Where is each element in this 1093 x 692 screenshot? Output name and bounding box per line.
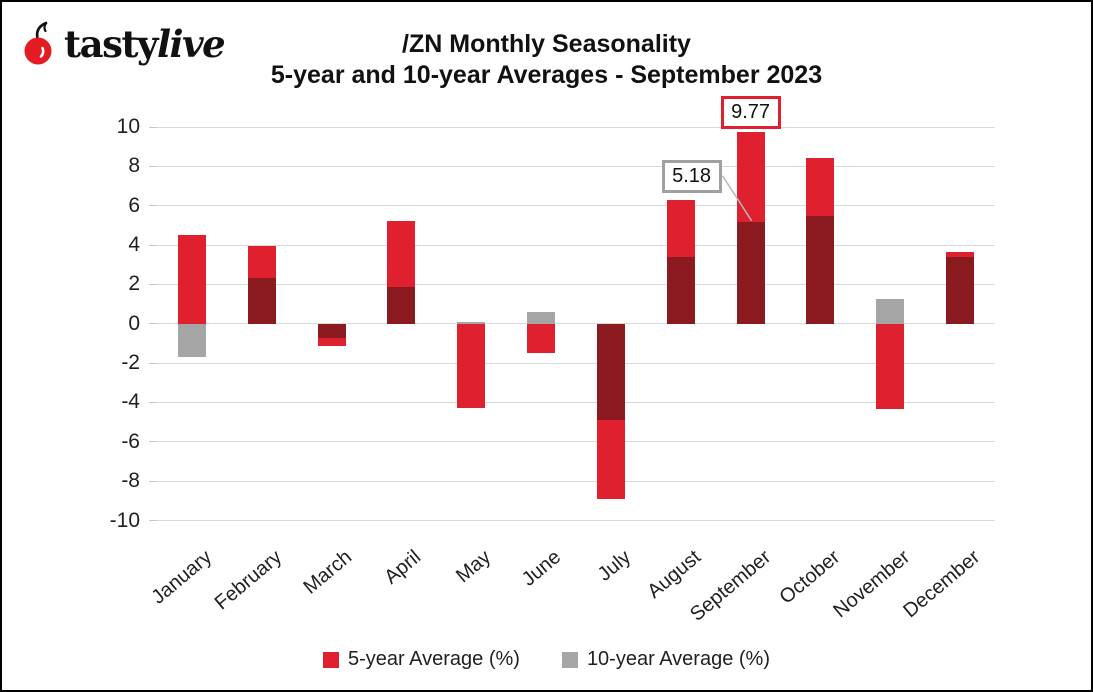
brand-tasty: tasty [64,22,159,66]
data-label-callout-9.77: 9.77 [720,95,781,129]
bar-segment-may-10 [457,321,486,324]
chart-title-line1: /ZN Monthly Seasonality [402,30,691,58]
bar-segment-august-5 [666,199,695,257]
bar-segment-february-5 [247,246,276,278]
gridline [157,165,995,167]
y-axis-tick [149,480,157,482]
bar-segment-may-5 [457,323,486,409]
bar-segment-june-10 [527,311,556,324]
bar-segment-january-10 [177,323,206,358]
y-axis-tick-label: -4 [121,390,140,414]
gridline [157,244,995,246]
chart-title: /ZN Monthly Seasonality 5-year and 10-ye… [2,29,1091,91]
x-axis-label-january: January [147,546,217,609]
bar-segment-december-overlap [946,256,975,324]
x-axis-label-december: December [899,546,985,623]
y-axis-tick-label: -2 [121,351,140,375]
x-axis-label-june: June [517,546,566,591]
y-axis-tick-label: -10 [109,508,140,532]
legend-swatch-5-year [323,651,339,668]
gridline [157,323,995,325]
y-axis-tick-label: 8 [128,154,140,178]
bar-segment-october-5 [806,158,835,216]
x-axis-label-april: April [380,546,426,589]
legend-label-5-year: 5-year Average (%) [348,648,520,670]
y-axis-tick [149,165,157,167]
y-axis-tick [149,205,157,207]
brand-wordmark: tastylive [64,21,226,67]
bar-segment-september-overlap [736,221,765,324]
y-axis-tick-label: 2 [128,272,140,296]
y-axis-tick-label: -8 [121,469,140,493]
y-axis-tick-label: 0 [128,311,140,335]
bar-segment-march-5 [317,337,346,347]
gridline [157,205,995,207]
y-axis-tick [149,441,157,443]
gridline [157,283,995,285]
tastylive-logo: tastylive [22,20,226,68]
x-axis-label-february: February [210,546,286,615]
bar-segment-october-overlap [806,215,835,324]
y-axis-tick [149,126,157,128]
y-axis-tick [149,283,157,285]
gridline [157,480,995,482]
bar-segment-july-5 [596,420,625,499]
bar-segment-december-5 [946,251,975,257]
gridline [157,441,995,443]
bar-segment-june-5 [527,323,556,354]
brand-live: live [157,22,226,66]
bar-segment-february-overlap [247,277,276,324]
chart-title-line2: 5-year and 10-year Averages - September … [270,61,823,89]
bar-segment-november-10 [876,299,905,324]
x-axis-label-july: July [593,546,636,586]
legend: 5-year Average (%) 10-year Average (%) [2,648,1091,671]
y-axis-tick [149,362,157,364]
y-axis-tick-label: 4 [128,233,140,257]
gridline [157,362,995,364]
bar-segment-november-5 [876,323,905,410]
y-axis-tick-label: 6 [128,193,140,217]
bar-segment-april-overlap [387,287,416,324]
data-label-callout-5.18: 5.18 [661,159,722,193]
gridline [157,126,995,128]
gridline [157,401,995,403]
cherry-icon [24,21,52,65]
y-axis-tick [149,520,157,521]
legend-item-10-year: 10-year Average (%) [561,648,770,671]
y-axis-tick-label: -6 [121,429,140,453]
bar-segment-april-5 [387,221,416,288]
legend-swatch-10-year [561,651,578,668]
legend-item-5-year: 5-year Average (%) [323,648,520,671]
gridline [157,520,995,521]
bar-segment-march-overlap [317,323,346,338]
x-axis-label-august: August [643,546,705,603]
bar-segment-july-overlap [596,323,625,421]
legend-label-10-year: 10-year Average (%) [586,648,770,670]
x-axis-label-may: May [452,546,496,588]
y-axis-tick-label: 10 [116,115,140,138]
y-axis-tick [149,244,157,246]
x-axis-label-march: March [299,546,356,599]
y-axis-tick [149,323,157,325]
bar-segment-august-overlap [666,256,695,324]
x-axis-label-november: November [829,546,915,623]
y-axis-tick [149,401,157,403]
bar-segment-september-5 [736,131,765,222]
bar-segment-january-5 [177,235,206,324]
